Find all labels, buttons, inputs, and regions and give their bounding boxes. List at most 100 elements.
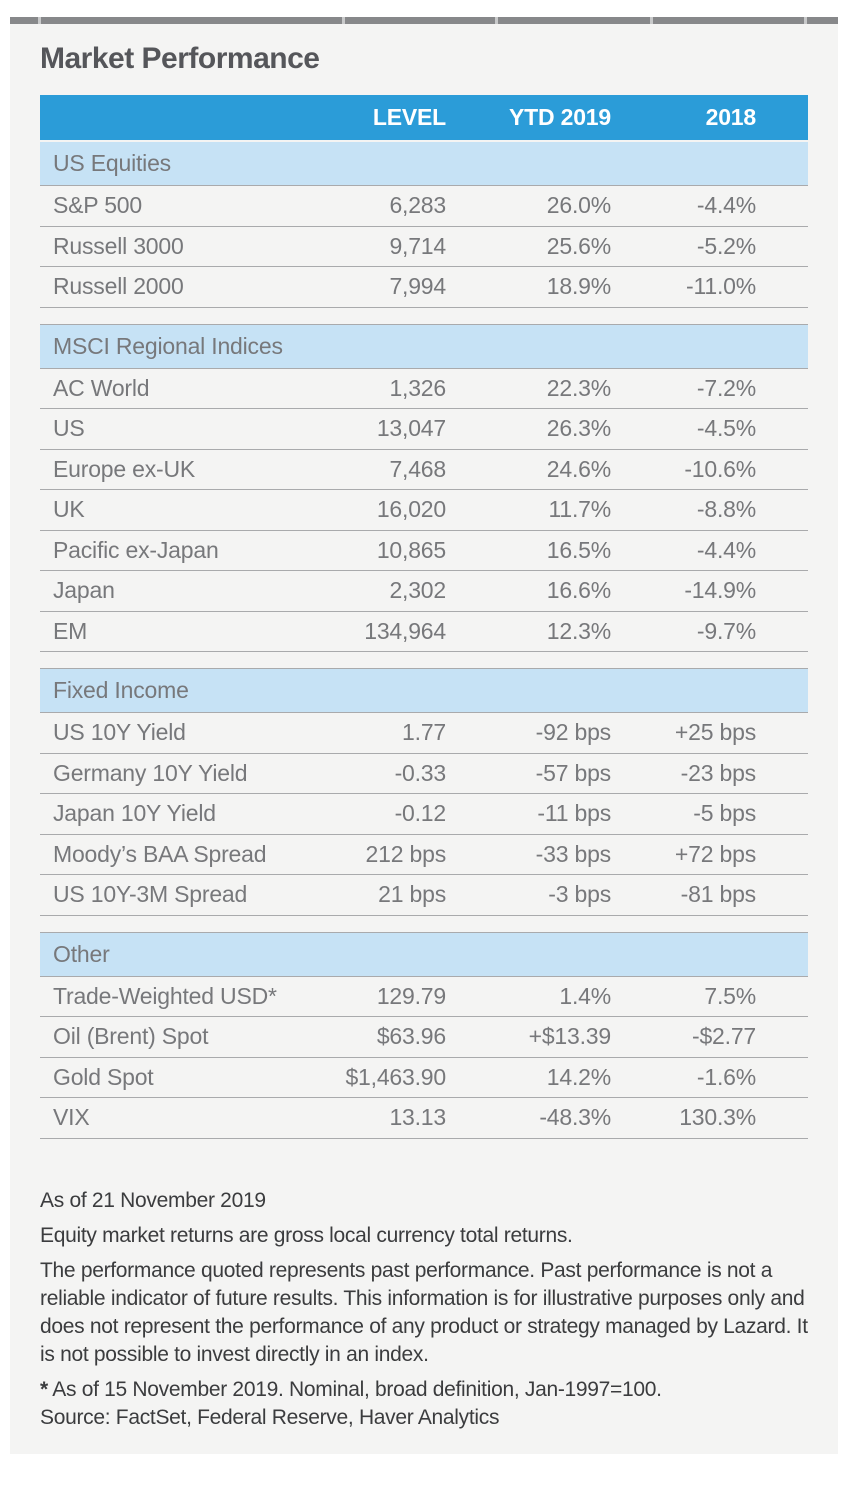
cell-2018: -81 bps xyxy=(680,881,757,908)
section-header-us-equities: US Equities xyxy=(40,142,808,186)
footnotes: As of 21 November 2019 Equity market ret… xyxy=(40,1187,808,1454)
cell-ytd-2019: 11.7% xyxy=(548,496,611,523)
row-label: Europe ex-UK xyxy=(53,455,196,482)
table-row-japan-10y-yield: Japan 10Y Yield -0.12 -11 bps -5 bps xyxy=(40,794,808,835)
column-header-level: LEVEL xyxy=(372,104,446,130)
cell-2018: -$2.77 xyxy=(691,1023,756,1050)
row-label: US 10Y Yield xyxy=(53,719,186,746)
cell-2018: -7.2% xyxy=(696,374,756,401)
asterisk-marker: * xyxy=(40,1377,48,1401)
row-label: Japan 10Y Yield xyxy=(53,800,216,827)
cell-level: 13,047 xyxy=(376,415,446,442)
row-label: VIX xyxy=(53,1104,90,1131)
cell-ytd-2019: 26.0% xyxy=(546,192,611,219)
table-row-us-10y-yield: US 10Y Yield 1.77 -92 bps +25 bps xyxy=(40,713,808,754)
cell-ytd-2019: -92 bps xyxy=(535,719,612,746)
cell-2018: -9.7% xyxy=(696,617,756,644)
cell-level: 13.13 xyxy=(389,1104,446,1131)
table-row-s-p-500: S&P 500 6,283 26.0% -4.4% xyxy=(40,186,808,227)
cell-level: 7,468 xyxy=(389,455,446,482)
cell-level: 129.79 xyxy=(376,982,446,1009)
cell-ytd-2019: -3 bps xyxy=(548,881,611,908)
row-label: S&P 500 xyxy=(53,192,142,219)
cell-level: 2,302 xyxy=(389,577,446,604)
cell-ytd-2019: 18.9% xyxy=(546,273,611,300)
cell-level: $63.96 xyxy=(376,1023,446,1050)
cell-2018: 130.3% xyxy=(679,1104,756,1131)
cell-ytd-2019: 14.2% xyxy=(546,1063,611,1090)
table-row-ac-world: AC World 1,326 22.3% -7.2% xyxy=(40,369,808,409)
cell-ytd-2019: +$13.39 xyxy=(528,1023,612,1050)
market-performance-table: LEVEL YTD 2019 2018 US Equities S&P 500 6,… xyxy=(40,95,808,1139)
row-label: Gold Spot xyxy=(53,1063,154,1090)
section-label: MSCI Regional Indices xyxy=(53,332,283,359)
cell-ytd-2019: -11 bps xyxy=(537,800,611,827)
row-label: AC World xyxy=(53,374,150,401)
table-body: US Equities S&P 500 6,283 26.0% -4.4% Russell… xyxy=(40,142,808,1139)
cell-level: 16,020 xyxy=(376,496,446,523)
cell-level: 1.77 xyxy=(402,719,446,746)
table-row-europe-ex-uk: Europe ex-UK 7,468 24.6% -10.6% xyxy=(40,450,808,490)
table-row-russell-2000: Russell 2000 7,994 18.9% -11.0% xyxy=(40,267,808,308)
row-label: Germany 10Y Yield xyxy=(53,759,248,786)
section-label: Other xyxy=(53,940,110,967)
top-bar-notch xyxy=(495,17,498,24)
table-header-row: LEVEL YTD 2019 2018 xyxy=(40,95,808,140)
table-row-moody-s-baa-spread: Moody’s BAA Spread 212 bps -33 bps +72 bps xyxy=(40,835,808,875)
section-header-other: Other xyxy=(40,931,808,977)
table-row-russell-3000: Russell 3000 9,714 25.6% -5.2% xyxy=(40,227,808,267)
top-bar-notch xyxy=(650,17,653,24)
column-header-2018: 2018 xyxy=(705,104,757,130)
top-divider-bar xyxy=(10,17,838,24)
row-label: Pacific ex-Japan xyxy=(53,536,219,563)
cell-level: 21 bps xyxy=(378,881,446,908)
cell-ytd-2019: 24.6% xyxy=(546,455,611,482)
table-row-uk: UK 16,020 11.7% -8.8% xyxy=(40,490,808,531)
cell-ytd-2019: 1.4% xyxy=(559,982,611,1009)
cell-level: -0.33 xyxy=(394,759,447,786)
cell-2018: -11.0% xyxy=(686,273,756,300)
row-label: US xyxy=(53,415,85,442)
card-content: Market Performance LEVEL YTD 2019 2018 U… xyxy=(10,41,838,1454)
cell-ytd-2019: -48.3% xyxy=(539,1104,611,1131)
page-title: Market Performance xyxy=(40,42,320,75)
cell-2018: -10.6% xyxy=(684,455,756,482)
asterisk-note: * As of 15 November 2019. Nominal, broad… xyxy=(40,1376,808,1404)
column-header-ytd-2019: YTD 2019 xyxy=(509,104,611,130)
table-row-trade-weighted-usd: Trade-Weighted USD* 129.79 1.4% 7.5% xyxy=(40,977,808,1017)
table-row-pacific-ex-japan: Pacific ex-Japan 10,865 16.5% -4.4% xyxy=(40,531,808,571)
row-label: UK xyxy=(53,496,85,523)
cell-level: 9,714 xyxy=(389,232,446,259)
cell-level: 134,964 xyxy=(364,617,446,644)
cell-level: 212 bps xyxy=(365,840,447,867)
source-line: Source: FactSet, Federal Reserve, Haver … xyxy=(40,1405,500,1429)
cell-2018: -5.2% xyxy=(696,232,756,259)
cell-2018: -4.4% xyxy=(696,536,756,563)
cell-level: 6,283 xyxy=(389,192,446,219)
cell-level: $1,463.90 xyxy=(345,1063,446,1090)
table-row-em: EM 134,964 12.3% -9.7% xyxy=(40,612,808,652)
row-label: Trade-Weighted USD* xyxy=(53,982,277,1009)
cell-2018: -8.8% xyxy=(696,496,756,523)
cell-2018: -5 bps xyxy=(693,800,756,827)
row-label: Russell 3000 xyxy=(53,232,184,259)
top-bar-notch xyxy=(38,17,41,24)
table-row-oil-brent-spot: Oil (Brent) Spot $63.96 +$13.39 -$2.77 xyxy=(40,1017,808,1058)
as-of-date: As of 21 November 2019 xyxy=(40,1188,266,1212)
market-performance-card: Market Performance LEVEL YTD 2019 2018 U… xyxy=(10,17,838,1454)
cell-2018: -14.9% xyxy=(684,577,756,604)
table-row-gold-spot: Gold Spot $1,463.90 14.2% -1.6% xyxy=(40,1058,808,1098)
cell-level: 1,326 xyxy=(389,374,446,401)
section-header-fixed-income: Fixed Income xyxy=(40,668,808,713)
table-row-us-10y-3m-spread: US 10Y-3M Spread 21 bps -3 bps -81 bps xyxy=(40,875,808,916)
table-row-us: US 13,047 26.3% -4.5% xyxy=(40,409,808,450)
asterisk-note-text: As of 15 November 2019. Nominal, broad d… xyxy=(47,1377,662,1401)
table-row-vix: VIX 13.13 -48.3% 130.3% xyxy=(40,1098,808,1139)
top-bar-notch xyxy=(804,17,807,24)
returns-note: Equity market returns are gross local cu… xyxy=(40,1223,573,1247)
cell-ytd-2019: -57 bps xyxy=(535,759,612,786)
performance-disclaimer: The performance quoted represents past p… xyxy=(40,1258,808,1366)
row-label: Moody’s BAA Spread xyxy=(53,840,267,867)
row-label: Japan xyxy=(53,577,115,604)
cell-2018: +72 bps xyxy=(674,840,756,867)
